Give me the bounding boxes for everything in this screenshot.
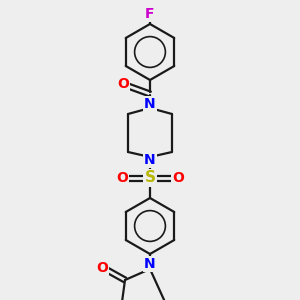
Text: O: O xyxy=(117,77,129,91)
Text: O: O xyxy=(172,171,184,185)
Text: N: N xyxy=(144,97,156,111)
Text: S: S xyxy=(145,170,155,185)
Text: N: N xyxy=(144,153,156,167)
Text: O: O xyxy=(96,261,108,275)
Text: O: O xyxy=(116,171,128,185)
Text: F: F xyxy=(145,7,155,21)
Text: N: N xyxy=(144,257,156,271)
